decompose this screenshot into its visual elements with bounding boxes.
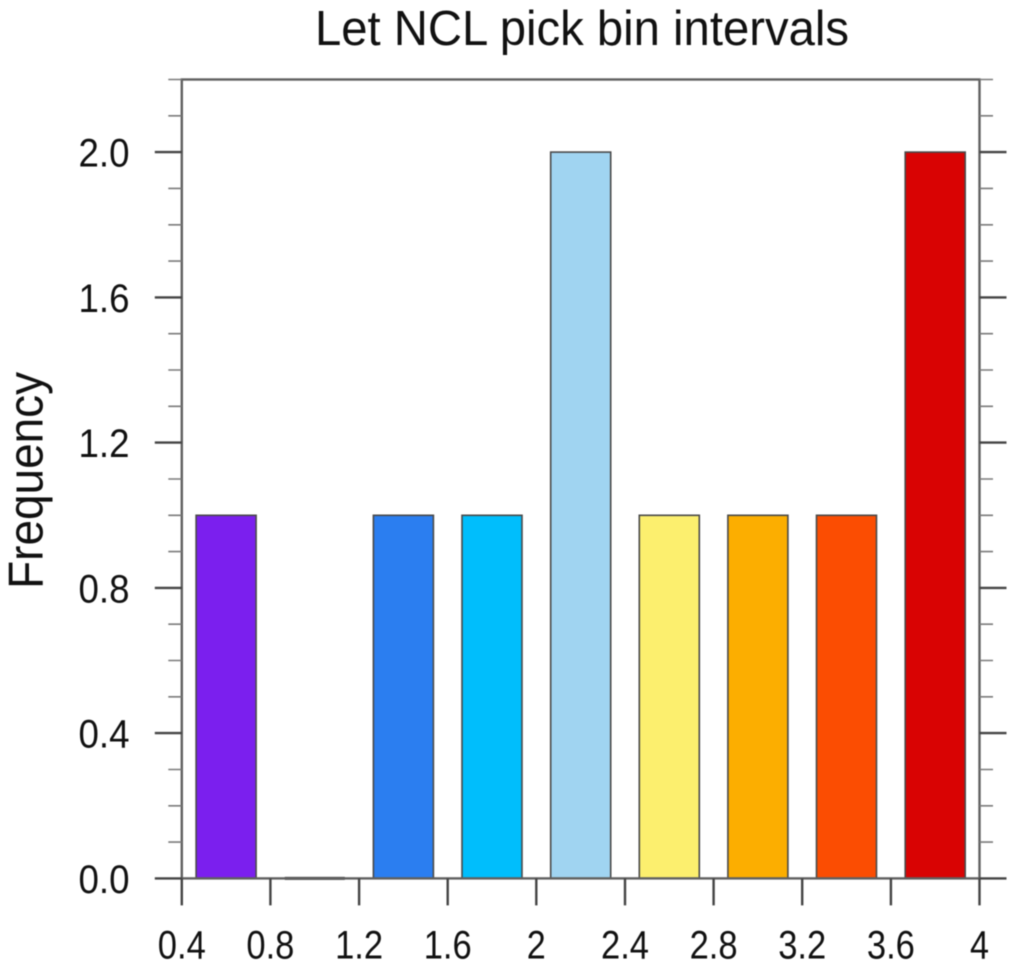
svg-text:4: 4 (970, 924, 989, 967)
svg-text:2.0: 2.0 (79, 132, 130, 176)
svg-text:0.8: 0.8 (246, 924, 294, 967)
svg-text:0.8: 0.8 (79, 567, 130, 611)
svg-text:0.4: 0.4 (158, 924, 206, 967)
svg-text:3.6: 3.6 (867, 924, 915, 967)
svg-text:1.2: 1.2 (335, 924, 383, 967)
svg-text:0.4: 0.4 (79, 713, 130, 757)
svg-text:1.2: 1.2 (79, 422, 130, 466)
svg-text:1.6: 1.6 (79, 277, 130, 321)
svg-text:0.0: 0.0 (79, 858, 130, 902)
svg-text:2.4: 2.4 (601, 924, 649, 967)
svg-text:Let NCL pick bin intervals: Let NCL pick bin intervals (315, 1, 849, 56)
svg-text:1.6: 1.6 (424, 924, 472, 967)
svg-text:Frequency: Frequency (0, 372, 54, 589)
svg-text:3.2: 3.2 (778, 924, 826, 967)
svg-text:2: 2 (527, 924, 546, 967)
svg-text:2.8: 2.8 (690, 924, 738, 967)
